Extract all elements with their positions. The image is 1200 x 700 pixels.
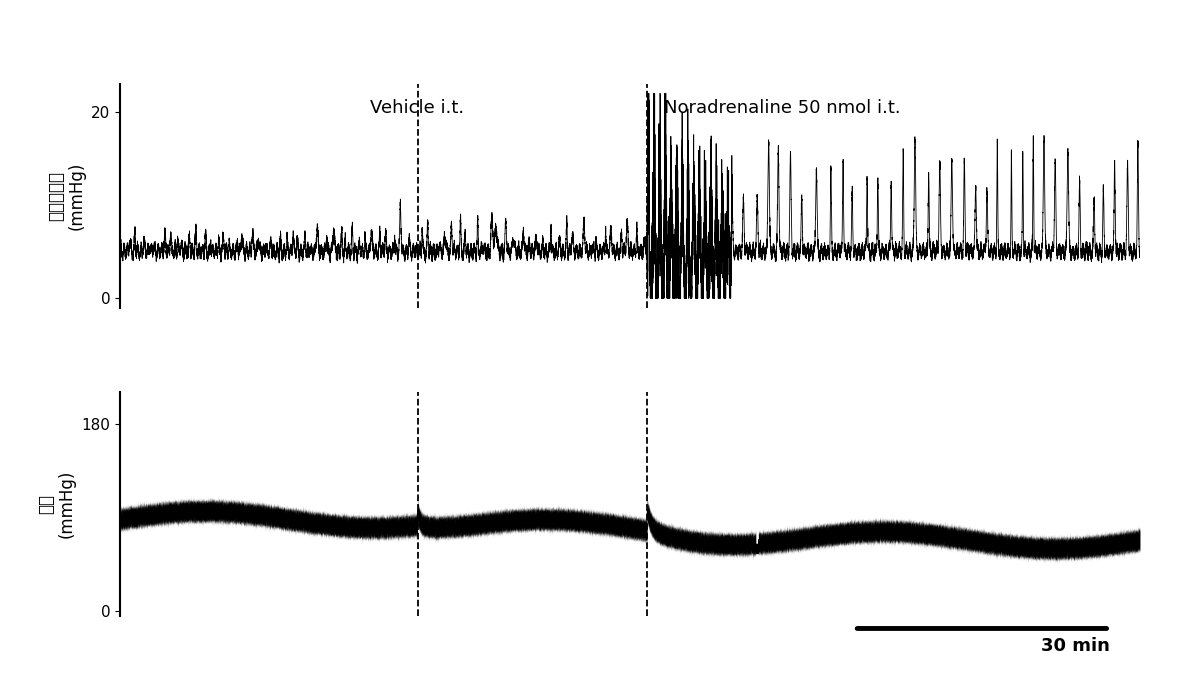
Y-axis label: 血圧
(mmHg): 血圧 (mmHg) (37, 470, 76, 538)
Y-axis label: 大腸内腔圧
(mmHg): 大腸内腔圧 (mmHg) (47, 162, 85, 230)
Text: Noradrenaline 50 nmol i.t.: Noradrenaline 50 nmol i.t. (664, 99, 901, 117)
Text: Vehicle i.t.: Vehicle i.t. (371, 99, 464, 117)
Text: 30 min: 30 min (1040, 637, 1110, 654)
